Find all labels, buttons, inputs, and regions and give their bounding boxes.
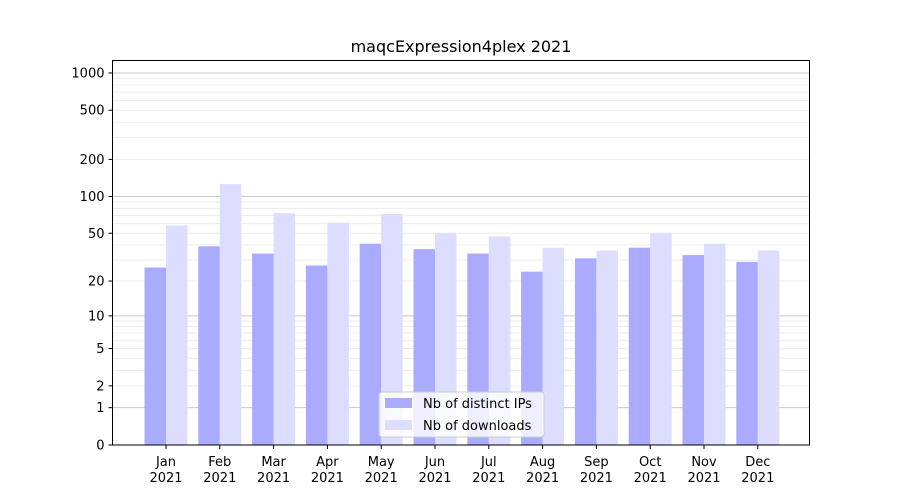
x-tick-label: May 2021 [365,455,398,486]
y-tick-label: 500 [80,104,105,119]
bar-downloads [596,250,618,445]
plot-frame [112,60,810,446]
legend-swatch-downloads [385,420,412,430]
legend-label-downloads: Nb of downloads [423,419,532,434]
bar-ips [144,267,166,445]
x-tick-label: Oct 2021 [634,455,667,486]
bar-downloads [757,250,780,445]
x-tick-label: Jan 2021 [149,455,182,486]
bar-downloads [650,233,672,445]
bar-downloads [273,213,296,445]
x-tick-label: Aug 2021 [526,455,559,486]
x-tick-label: Sep 2021 [580,455,613,486]
x-tick-label: Jun 2021 [418,455,451,486]
bar-ips [682,255,704,445]
bar-ips [574,258,597,445]
bar-ips [252,253,274,445]
y-tick-label: 5 [96,342,104,357]
bar-downloads [166,225,188,445]
y-tick-label: 200 [80,153,105,168]
x-tick-label: Feb 2021 [203,455,236,486]
bar-ips [736,261,758,445]
bar-ips [198,246,220,445]
y-tick-label: 50 [88,227,105,242]
y-tick-label: 20 [88,275,105,290]
bar-ips [305,265,328,445]
bar-ips [628,247,651,445]
x-tick-label: Nov 2021 [687,455,720,486]
y-tick-label: 1 [96,401,104,416]
y-tick-label: 10 [88,309,105,324]
legend-label-ips: Nb of distinct IPs [423,397,532,412]
bar-downloads [542,247,565,445]
chart-title: maqcExpression4plex 2021 [351,37,572,56]
bar-downloads [327,222,349,445]
bar-downloads [704,243,726,445]
bar-downloads [381,213,403,445]
y-tick-label: 100 [80,190,105,205]
legend: Nb of distinct IPs Nb of downloads [378,391,545,438]
bar-ips [359,243,382,445]
x-tick-label: Dec 2021 [741,455,774,486]
x-tick-label: Mar 2021 [257,455,290,486]
x-tick-label: Jul 2021 [472,455,505,486]
y-tick-label: 0 [96,439,104,454]
bar-downloads [219,184,242,445]
y-tick-label: 1000 [71,66,104,81]
x-tick-label: Apr 2021 [311,455,344,486]
y-tick-label: 2 [96,379,104,394]
legend-swatch-ips [385,398,412,408]
